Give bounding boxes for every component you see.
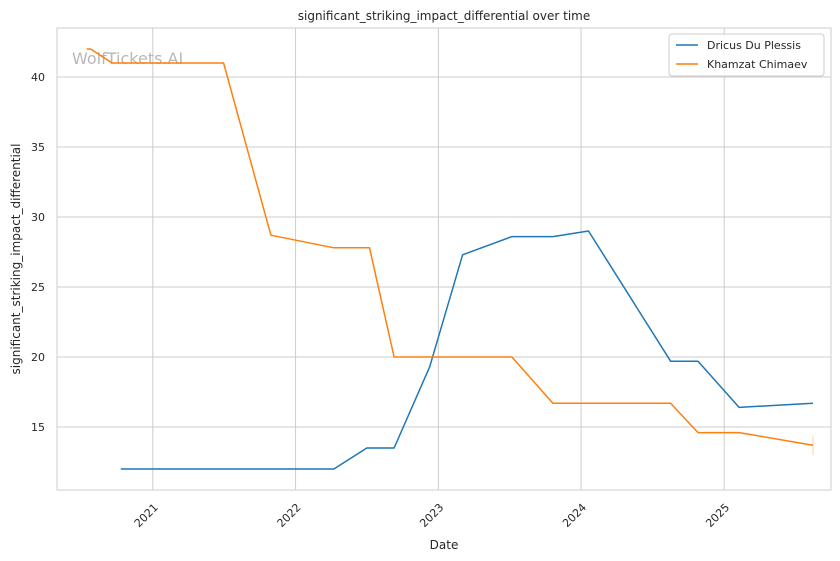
- y-tick-label: 25: [31, 281, 45, 294]
- legend-box: [668, 33, 825, 77]
- grid-layer: [57, 28, 831, 490]
- x-tick-label: 2021: [132, 501, 161, 530]
- x-tick-label: 2024: [560, 501, 589, 530]
- legend-label: Dricus Du Plessis: [707, 39, 801, 52]
- legend: Dricus Du Plessis Khamzat Chimaev: [668, 33, 825, 77]
- series-line-0: [120, 230, 814, 470]
- series-layer: [86, 48, 814, 470]
- plot-frame: [56, 27, 832, 491]
- x-tick-label: 2025: [703, 501, 732, 530]
- y-tick-label: 35: [31, 141, 45, 154]
- x-tick-labels: 2021 2022 2023 2024 2025: [132, 501, 732, 530]
- series-line-1: [86, 48, 814, 446]
- y-tick-label: 40: [31, 71, 45, 84]
- x-tick-label: 2023: [417, 501, 446, 530]
- x-tick-label: 2022: [275, 501, 304, 530]
- chart-title: significant_striking_impact_differential…: [298, 9, 590, 23]
- y-tick-label: 15: [31, 421, 45, 434]
- y-tick-labels: 15 20 25 30 35 40: [31, 71, 45, 434]
- y-tick-label: 30: [31, 211, 45, 224]
- legend-label: Khamzat Chimaev: [707, 58, 808, 71]
- watermark-text: WolfTickets.AI: [72, 49, 183, 68]
- x-axis-title: Date: [430, 538, 459, 552]
- y-tick-label: 20: [31, 351, 45, 364]
- y-axis-title: significant_striking_impact_differential: [9, 144, 23, 375]
